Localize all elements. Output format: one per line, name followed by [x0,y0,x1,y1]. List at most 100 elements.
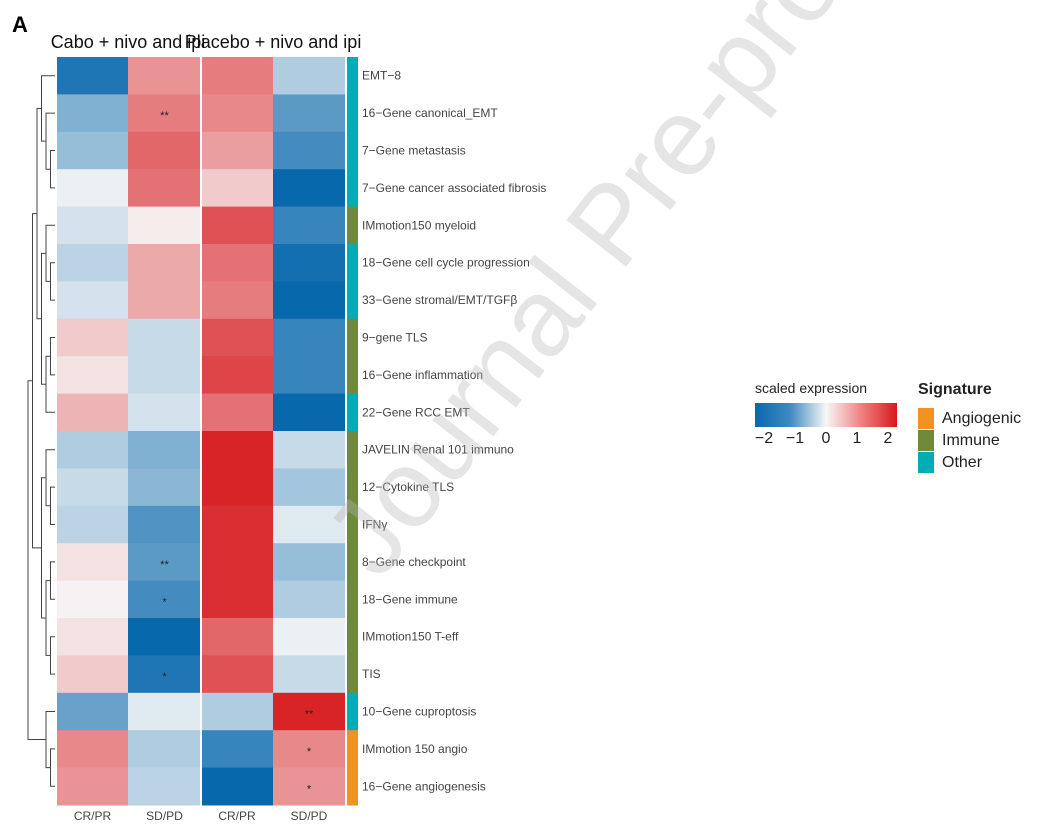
dendrogram-branch [50,486,55,525]
heatmap-cell [128,281,200,320]
signature-annotation-immune [347,543,358,582]
row-label: EMT−8 [362,69,401,83]
heatmap-cell [57,131,128,170]
signature-annotation-other [347,131,358,170]
heatmap-cell [128,655,200,694]
colorbar [755,403,897,427]
heatmap-cell [57,655,128,694]
dendrogram-branch [50,748,55,787]
heatmap-cell [57,730,128,769]
heatmap-cell [128,244,200,282]
heatmap-cell [128,468,200,507]
heatmap-cell [128,57,200,95]
heatmap-cell [202,431,273,469]
heatmap-cell [202,94,273,133]
heatmap-cell [202,169,273,208]
signature-legend-title: Signature [918,381,992,398]
heatmap-cell [57,468,128,507]
heatmap-cell [57,318,128,357]
row-label: 7−Gene cancer associated fibrosis [362,181,546,195]
heatmap-cell [128,543,200,582]
heatmap-cell [273,131,345,170]
legend-swatch [918,452,934,473]
heatmap-cell [57,57,128,95]
heatmap-cell [57,281,128,320]
legend-swatch [918,408,934,429]
signature-annotation-other [347,94,358,133]
dendrogram-branch [41,477,46,619]
heatmap-cell [273,94,345,133]
heatmap-cell [57,206,128,245]
legend-label: Immune [942,431,1000,449]
signature-annotation-other [347,393,358,432]
group-header-placebo: Placebo + nivo and ipi [184,32,362,52]
heatmap-cell [128,692,200,731]
signature-annotation-immune [347,580,358,619]
heatmap-cell [57,767,128,806]
signature-annotation-angiogenic [347,730,358,769]
row-label: IFNγ [362,518,387,532]
colorbar-tick: −1 [785,430,805,447]
legend-label: Other [942,453,983,471]
signature-annotation-other [347,169,358,208]
signature-annotation-angiogenic [347,767,358,806]
colorbar-tick: 2 [883,430,893,447]
colorbar-tick: 1 [852,430,862,447]
row-label: 16−Gene angiogenesis [362,779,486,793]
dendrogram-branch [50,636,55,675]
heatmap-cell [202,692,273,731]
heatmap-cell [128,767,200,806]
heatmap-cell [128,580,200,619]
signature-annotation-immune [347,431,358,469]
heatmap-cell [128,94,200,133]
heatmap-cell [202,393,273,432]
heatmap-cell [273,393,345,432]
heatmap-cell [273,730,345,769]
row-label: 16−Gene canonical_EMT [362,106,498,120]
dendrogram-branch [36,107,42,320]
row-label: 9−gene TLS [362,331,428,345]
heatmap-cell [128,505,200,544]
row-label: 12−Cytokine TLS [362,480,454,494]
legend-item-angiogenic: Angiogenic [918,408,1021,429]
signature-annotation-immune [347,318,358,357]
significance-marker: ** [305,709,314,721]
heatmap-cell [202,505,273,544]
row-label: 22−Gene RCC EMT [362,405,470,419]
heatmap-cell [202,580,273,619]
heatmap-cell [273,431,345,469]
heatmap-cell [202,543,273,582]
heatmap-cell [273,468,345,507]
legend-label: Angiogenic [942,409,1022,427]
heatmap-cell [202,57,273,95]
heatmap-cell [57,393,128,432]
dendrogram-branch [50,262,55,301]
signature-annotation-immune [347,206,358,245]
row-label: 8−Gene checkpoint [362,555,466,569]
dendrogram-branch [41,75,55,142]
heatmap-cell [273,505,345,544]
signature-annotation-immune [347,468,358,507]
heatmap-cell [202,468,273,507]
row-label: JAVELIN Renal 101 immuno [362,443,514,457]
row-label: IMmotion150 myeloid [362,218,476,232]
significance-marker: * [162,671,167,683]
significance-marker: * [307,783,312,795]
heatmap-cell [128,169,200,208]
heatmap-cell [273,655,345,694]
dendrogram-branch [45,580,51,656]
legend-swatch [918,430,934,451]
heatmap-cell [202,767,273,806]
heatmap-cell [202,318,273,357]
heatmap-cell [128,393,200,432]
heatmap-cell [273,318,345,357]
heatmap-cell [57,543,128,582]
legend-item-other: Other [918,452,982,473]
heatmap-cell [273,244,345,282]
heatmap-cell [202,244,273,282]
row-label: 10−Gene cuproptosis [362,705,476,719]
heatmap-cell [273,580,345,619]
heatmap-cell [128,730,200,769]
row-label: 18−Gene cell cycle progression [362,256,530,270]
